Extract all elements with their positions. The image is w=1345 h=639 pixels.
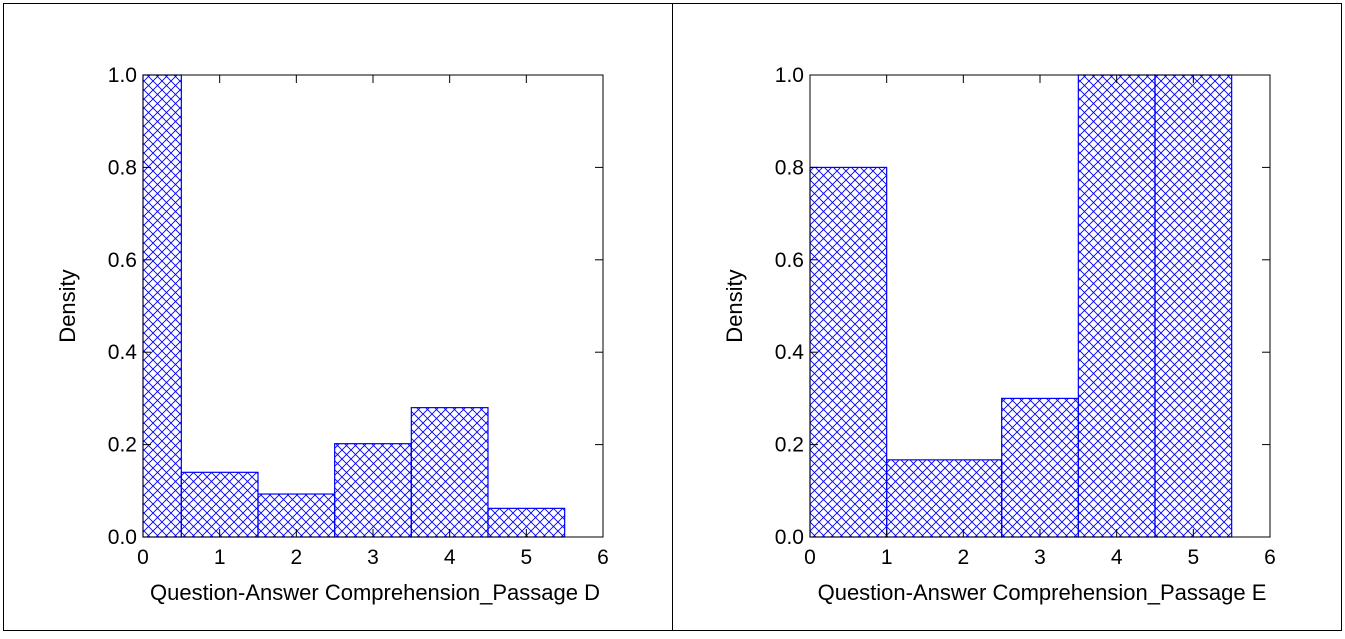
histogram-bar [886, 459, 1003, 538]
y-tick-label: 0.4 [108, 341, 138, 364]
x-tick-label: 1 [214, 546, 226, 569]
histogram-bar [809, 166, 888, 538]
y-tick-label: 1.0 [775, 64, 804, 87]
x-tick-label: 6 [597, 546, 609, 569]
x-tick-label: 4 [1111, 546, 1123, 569]
x-tick-label: 3 [367, 546, 379, 569]
x-tick-label: 2 [290, 546, 302, 569]
x-tick-label: 1 [881, 546, 893, 569]
histogram-bar [334, 443, 412, 538]
histogram-bar [410, 407, 489, 538]
x-tick-label: 6 [1264, 546, 1276, 569]
y-tick-label: 0.6 [108, 249, 137, 272]
x-tick-label: 5 [520, 546, 532, 569]
y-tick-label: 0.2 [775, 434, 804, 457]
x-tick-label: 0 [804, 546, 816, 569]
y-tick-label: 1.0 [108, 64, 137, 87]
y-tick-label: 0.2 [108, 434, 137, 457]
y-tick-label: 0.4 [775, 341, 805, 364]
y-axis-label: Density [55, 269, 80, 342]
x-tick-label: 3 [1034, 546, 1046, 569]
x-tick-label: 0 [137, 546, 149, 569]
x-tick-label: 2 [957, 546, 969, 569]
y-tick-label: 0.0 [775, 526, 804, 549]
histogram-bar [142, 74, 182, 538]
panel-passage-e: 0 1 2 3 4 5 6 0.0 0.2 0.4 0.6 0.8 1.0 Question-Answer… [722, 64, 1276, 605]
y-tick-label: 0.6 [775, 249, 804, 272]
x-tick-label: 5 [1187, 546, 1199, 569]
y-tick-label: 0.0 [108, 526, 137, 549]
histogram-bar [1154, 74, 1233, 538]
x-axis-label: Question-Answer Comprehension_Passage D [150, 580, 600, 605]
y-tick-label: 0.8 [108, 156, 137, 179]
x-axis-label: Question-Answer Comprehension_Passage E [818, 580, 1267, 605]
x-tick-label: 4 [444, 546, 456, 569]
panel-passage-d: 0 1 2 3 4 5 6 0.0 0.2 0.4 0.6 0.8 1.0 Question-Answer… [55, 64, 609, 605]
histogram-bar [1077, 74, 1156, 538]
y-tick-label: 0.8 [775, 156, 804, 179]
histogram-bar [1001, 397, 1079, 538]
histogram-bar [180, 471, 259, 538]
y-axis-label: Density [722, 269, 747, 342]
